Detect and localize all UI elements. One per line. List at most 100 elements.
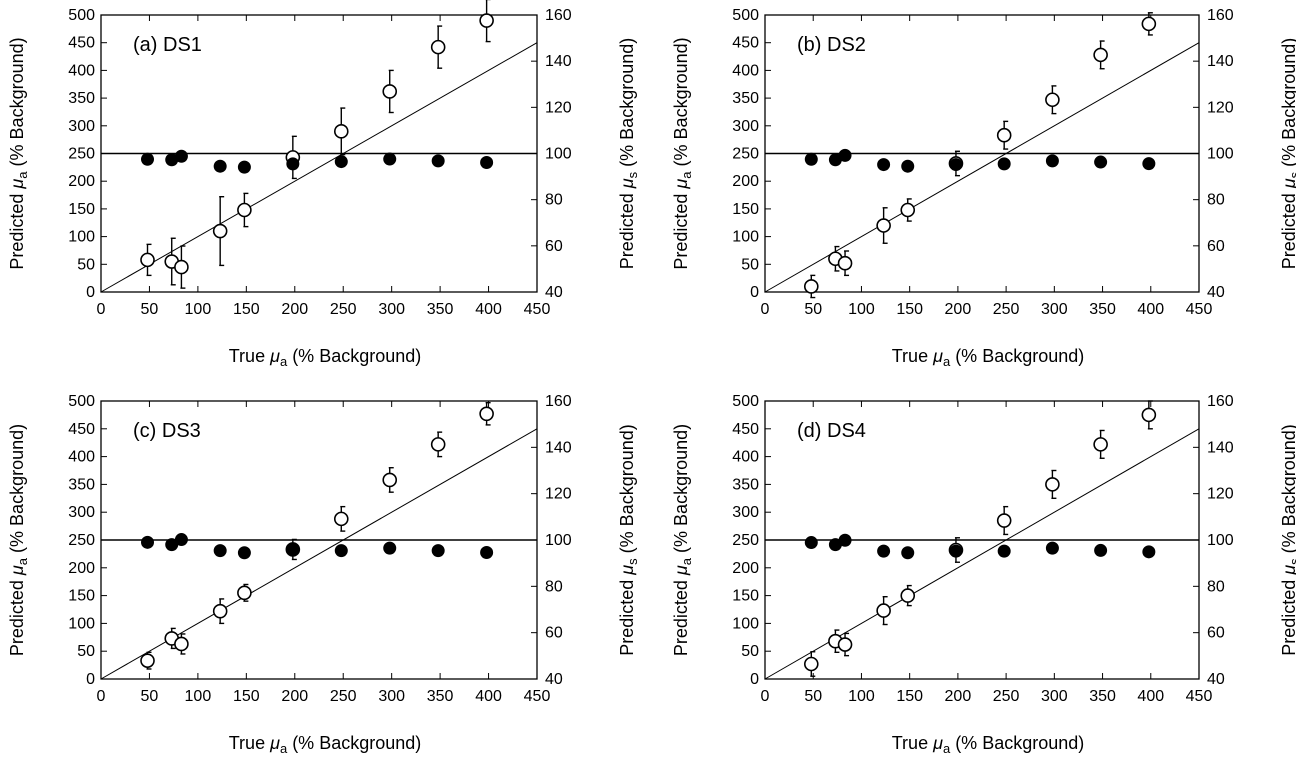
mua-point (1141, 16, 1157, 32)
y-right-tick-label: 40 (545, 284, 563, 301)
y-left-tick-label: 50 (77, 256, 95, 273)
mus-point (480, 546, 494, 560)
mua-point (837, 637, 853, 652)
y-right-tick-label: 40 (1207, 284, 1225, 301)
x-tick-label: 350 (427, 688, 454, 705)
panel-title: (c) DS3 (133, 420, 201, 442)
y-right-tick-label: 140 (545, 439, 572, 456)
mus-point (213, 159, 227, 173)
y-left-tick-label: 400 (732, 449, 759, 466)
panel-title: (a) DS1 (133, 34, 202, 56)
x-tick-label: 100 (848, 688, 875, 705)
mua-point (837, 255, 853, 271)
x-tick-label: 350 (427, 301, 454, 318)
panel-d: 0 50 100 150 200 250 300 350 400 450 0 50 100 150 200 2… (671, 393, 1296, 756)
mua-point (212, 223, 228, 239)
x-tick-label: 50 (141, 301, 159, 318)
x-tick-label: 450 (1186, 301, 1213, 318)
mua-point (430, 39, 446, 55)
mua-point (140, 653, 155, 668)
mus-point (877, 544, 891, 558)
mua-point (1093, 47, 1108, 63)
y-left-tick-label: 450 (732, 35, 759, 52)
mua-point (803, 279, 819, 294)
y-left-tick-label: 450 (732, 421, 759, 438)
x-tick-label: 400 (475, 301, 502, 318)
x-tick-label: 100 (185, 301, 212, 318)
y-right-tick-label: 80 (545, 578, 563, 595)
x-tick-label: 300 (378, 688, 405, 705)
mua-point (382, 472, 398, 488)
mua-point (237, 585, 252, 601)
mua-point (803, 656, 819, 672)
mua-point (174, 259, 189, 275)
y-right-tick-label: 120 (1207, 486, 1234, 503)
y-right-tick-label: 160 (1207, 7, 1234, 24)
mua-point (1141, 407, 1157, 423)
y-left-tick-label: 0 (86, 284, 95, 301)
x-tick-label: 300 (378, 301, 405, 318)
mus-point (804, 536, 818, 550)
y-left-tick-label: 300 (732, 118, 759, 135)
mus-point (997, 157, 1011, 171)
mus-point (1045, 154, 1059, 168)
x-tick-label: 50 (804, 301, 822, 318)
y-left-tick-label: 250 (732, 532, 759, 549)
y-left-tick-label: 450 (68, 35, 95, 52)
y-left-tick-label: 100 (732, 229, 759, 246)
mus-point (1094, 543, 1108, 557)
y-left-tick-label: 400 (68, 62, 95, 79)
y-left-tick-label: 300 (732, 504, 759, 521)
identity-line (100, 42, 538, 293)
y-right-tick-label: 140 (1207, 439, 1234, 456)
x-tick-label: 0 (761, 301, 770, 318)
y-left-tick-label: 50 (741, 256, 759, 273)
mus-point (213, 544, 227, 558)
mus-point (141, 535, 155, 549)
mua-point (1045, 477, 1060, 492)
x-tick-label: 350 (1089, 688, 1116, 705)
panel-title: (d) DS4 (797, 420, 866, 442)
mus-point (1142, 157, 1156, 171)
y-left-tick-label: 200 (68, 173, 95, 190)
x-axis-label: True μa​ (% Background) (229, 733, 422, 756)
x-tick-label: 50 (141, 688, 159, 705)
x-tick-label: 0 (97, 301, 106, 318)
mus-point (286, 542, 300, 556)
x-tick-label: 400 (1137, 688, 1164, 705)
x-tick-label: 450 (1186, 688, 1213, 705)
y-right-tick-label: 80 (1207, 578, 1225, 595)
mus-point (174, 533, 188, 547)
x-tick-label: 400 (475, 688, 502, 705)
mus-point (1045, 541, 1059, 555)
y-right-tick-label: 60 (545, 238, 563, 255)
y-left-tick-label: 250 (732, 146, 759, 163)
x-tick-label: 200 (281, 688, 308, 705)
x-axis-label: True μa​ (% Background) (892, 346, 1085, 369)
x-tick-label: 350 (1089, 301, 1116, 318)
x-tick-label: 150 (896, 688, 923, 705)
x-tick-label: 150 (233, 688, 260, 705)
mus-point (237, 546, 251, 560)
y-left-tick-label: 100 (68, 229, 95, 246)
y-left-tick-label: 150 (68, 588, 95, 605)
mus-point (901, 159, 915, 173)
y-right-tick-label: 100 (545, 146, 572, 163)
mus-point (334, 155, 348, 169)
y-left-tick-label: 200 (732, 560, 759, 577)
mus-point (431, 544, 445, 558)
y-right-axis-label: Predicted μs​ (% Background) (617, 38, 640, 269)
x-tick-label: 300 (1041, 688, 1068, 705)
y-left-tick-label: 300 (68, 118, 95, 135)
x-tick-label: 200 (281, 301, 308, 318)
x-axis-label: True μa​ (% Background) (229, 346, 422, 369)
mus-point (141, 152, 155, 166)
y-right-tick-label: 60 (545, 625, 563, 642)
y-left-tick-label: 150 (732, 201, 759, 218)
mus-point (237, 160, 251, 174)
y-right-tick-label: 60 (1207, 238, 1225, 255)
y-right-tick-label: 120 (1207, 99, 1234, 116)
mus-point (383, 541, 397, 555)
y-left-tick-label: 150 (68, 201, 95, 218)
x-axis-label: True μa​ (% Background) (892, 733, 1085, 756)
